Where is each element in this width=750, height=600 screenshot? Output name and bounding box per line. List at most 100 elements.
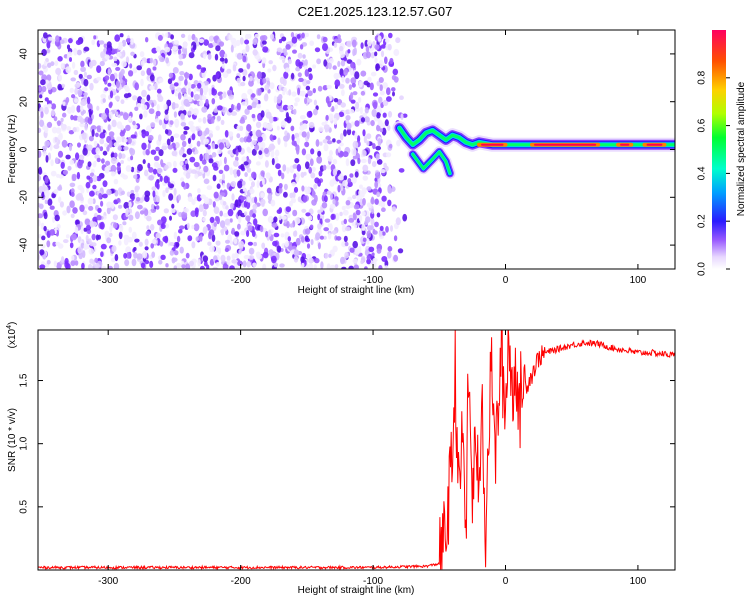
- noise-speck: [341, 220, 345, 226]
- noise-speck: [110, 202, 115, 209]
- noise-speck: [344, 251, 349, 259]
- noise-speck: [241, 101, 248, 106]
- noise-speck: [224, 218, 231, 226]
- noise-speck: [300, 256, 305, 263]
- noise-speck: [165, 57, 170, 64]
- noise-speck: [344, 241, 349, 247]
- noise-speck: [376, 159, 383, 165]
- noise-speck: [281, 215, 287, 220]
- noise-speck: [39, 249, 45, 256]
- noise-speck: [286, 167, 290, 174]
- noise-speck: [291, 91, 297, 97]
- noise-speck: [180, 177, 185, 182]
- noise-speck: [156, 93, 162, 99]
- noise-speck: [132, 124, 138, 130]
- noise-speck: [213, 108, 219, 113]
- noise-speck: [70, 114, 74, 121]
- noise-speck: [98, 192, 103, 200]
- noise-speck: [323, 124, 330, 131]
- noise-speck: [178, 53, 183, 60]
- noise-speck: [164, 109, 169, 115]
- noise-speck: [144, 194, 150, 203]
- noise-speck: [367, 39, 372, 47]
- noise-speck: [74, 87, 79, 95]
- noise-speck: [57, 120, 61, 127]
- noise-speck: [139, 113, 143, 120]
- noise-speck: [38, 166, 43, 175]
- noise-speck: [69, 242, 74, 249]
- noise-speck: [215, 45, 221, 52]
- noise-speck: [141, 142, 147, 150]
- noise-speck: [165, 32, 169, 38]
- noise-speck: [79, 117, 84, 124]
- noise-speck: [247, 241, 253, 246]
- noise-speck: [198, 38, 205, 44]
- noise-speck: [296, 164, 302, 172]
- noise-speck: [70, 192, 75, 197]
- noise-speck: [374, 44, 380, 50]
- noise-speck: [380, 169, 386, 174]
- noise-speck: [218, 194, 223, 201]
- noise-speck: [115, 111, 119, 117]
- noise-speck: [65, 97, 70, 103]
- noise-speck: [252, 49, 258, 56]
- noise-speck: [215, 240, 221, 246]
- noise-speck: [289, 192, 294, 199]
- noise-speck: [222, 201, 227, 206]
- noise-speck: [308, 215, 313, 221]
- noise-speck: [280, 120, 287, 128]
- noise-speck: [106, 201, 113, 209]
- noise-speck: [101, 52, 106, 58]
- noise-speck: [260, 110, 265, 118]
- noise-speck: [38, 213, 44, 219]
- colorbar-gradient: [712, 30, 726, 269]
- noise-speck: [387, 185, 392, 193]
- noise-speck: [262, 77, 267, 84]
- noise-speck: [188, 120, 194, 126]
- noise-speck: [103, 43, 107, 48]
- noise-speck: [109, 225, 113, 233]
- noise-speck: [375, 64, 379, 72]
- spectrogram-y-label: Frequency (Hz): [7, 115, 18, 184]
- noise-speck: [254, 196, 258, 204]
- noise-speck: [287, 105, 294, 110]
- noise-speck: [376, 248, 382, 254]
- noise-speck: [309, 158, 314, 167]
- noise-speck: [234, 251, 239, 259]
- noise-speck: [294, 102, 298, 107]
- noise-speck: [240, 196, 247, 201]
- noise-speck: [274, 149, 280, 157]
- noise-speck: [208, 35, 215, 42]
- noise-speck: [43, 60, 47, 66]
- snr-x-label: Height of straight line (km): [298, 585, 415, 596]
- noise-speck: [380, 50, 385, 58]
- noise-speck: [229, 218, 233, 223]
- noise-speck: [65, 234, 70, 239]
- noise-speck: [272, 116, 278, 122]
- noise-speck: [96, 76, 102, 81]
- noise-speck: [114, 34, 121, 42]
- noise-speck: [251, 113, 256, 119]
- noise-speck: [76, 49, 82, 56]
- noise-speck: [80, 60, 85, 68]
- noise-speck: [242, 260, 247, 268]
- noise-speck: [301, 148, 307, 156]
- noise-speck: [70, 77, 76, 82]
- noise-speck: [306, 110, 313, 118]
- noise-speck: [296, 147, 300, 155]
- y-tick-label: 1.5: [19, 373, 30, 387]
- noise-speck: [322, 36, 328, 43]
- noise-speck: [167, 78, 173, 85]
- noise-speck: [166, 138, 171, 146]
- colorbar: 0.0 0.2 0.4 0.6 0.8 Normalized spectral ampl…: [697, 30, 747, 276]
- noise-speck: [247, 88, 253, 95]
- noise-speck: [348, 218, 355, 223]
- noise-speck: [107, 265, 113, 269]
- noise-speck: [196, 64, 202, 70]
- noise-speck: [379, 84, 383, 92]
- noise-speck: [39, 264, 46, 269]
- noise-speck: [178, 75, 184, 82]
- y-tick-label: 0.5: [19, 499, 30, 513]
- noise-speck: [123, 146, 129, 151]
- noise-speck: [224, 53, 228, 58]
